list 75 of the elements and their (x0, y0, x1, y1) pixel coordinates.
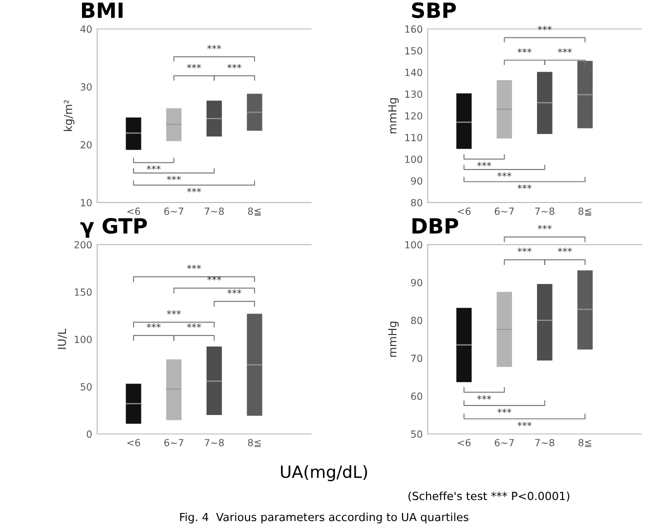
x-tick-label: 8≦ (248, 208, 261, 216)
annotation: *** (518, 184, 532, 189)
annotation: *** (558, 248, 572, 252)
y-tick-label: 70 (411, 354, 422, 362)
y-tick-label: 50 (80, 383, 92, 390)
annotation: *** (166, 310, 181, 315)
annotation: *** (477, 395, 492, 400)
y-tick-label: 0 (86, 430, 92, 438)
x-tick-label: 7~8 (535, 208, 554, 215)
annotation: *** (227, 64, 242, 68)
annotation: *** (518, 422, 532, 426)
caption: Fig. 4 Various parameters according to UA quartiles (180, 512, 468, 524)
y-tick-label: 10 (81, 198, 92, 206)
y-tick-label: 50 (411, 430, 422, 438)
y-tick-label: 100 (405, 156, 422, 163)
annotation: *** (187, 323, 202, 328)
annotation: *** (497, 408, 512, 413)
x-tick-label: 8≦ (248, 438, 261, 448)
annotation: *** (207, 44, 222, 50)
y-tick-label: 80 (411, 316, 422, 324)
y-tick-label: 130 (405, 90, 422, 98)
annotation: *** (187, 264, 202, 270)
x-tick-label: 7~8 (204, 208, 224, 215)
annotation: *** (146, 165, 161, 170)
x-tick-label: 7~8 (204, 438, 224, 446)
y-tick-label: 20 (80, 141, 92, 148)
y-tick-label: 80 (411, 198, 422, 206)
annotation: *** (227, 289, 242, 294)
annotation: *** (166, 176, 181, 180)
annotation: *** (538, 26, 552, 30)
y-tick-label: 100 (74, 336, 92, 344)
y-tick-label: 150 (74, 288, 92, 296)
y-tick-label: 90 (411, 278, 422, 286)
x-tick-label: 7~8 (535, 438, 554, 446)
annotation: *** (187, 188, 202, 192)
text: (Scheffe's test *** P<0.0001) (408, 492, 570, 502)
y-tick-label: 30 (80, 83, 92, 91)
x-tick-label: 6~7 (494, 208, 514, 215)
y-axis-title: IU/L (58, 328, 67, 349)
y-tick-label: 90 (411, 177, 422, 185)
annotation: *** (497, 172, 512, 177)
y-tick-label: 140 (405, 68, 422, 76)
x-tick-label: <6 (458, 208, 471, 215)
y-axis-title: kg/m² (64, 100, 74, 131)
chart-title: BMI (82, 2, 123, 18)
y-tick-label: 200 (74, 241, 92, 248)
y-axis-title: mmHg (388, 98, 399, 134)
text: *** (538, 224, 552, 230)
annotation: *** (518, 48, 532, 53)
annotation: *** (207, 276, 222, 280)
annotation: *** (558, 48, 572, 53)
y-tick-label: 40 (80, 25, 92, 33)
x-tick-label: 6~7 (164, 208, 184, 215)
x-tick-label: 6~7 (164, 438, 184, 446)
y-tick-label: 160 (405, 25, 422, 33)
chart-title: DBP (412, 218, 458, 234)
y-axis-title: mmHg (388, 322, 399, 357)
annotation: *** (187, 64, 202, 68)
y-tick-label: 120 (405, 112, 422, 120)
x-tick-label: <6 (127, 438, 140, 446)
y-tick-label: 100 (405, 241, 422, 248)
chart-title: γ GTP (80, 218, 147, 238)
x-tick-label: 6~7 (494, 438, 514, 446)
annotation: *** (518, 248, 532, 252)
x-tick-label: 8≦ (578, 438, 592, 448)
annotation: *** (477, 162, 492, 166)
chart-title: SBP (412, 2, 456, 18)
y-tick-label: 60 (411, 392, 422, 400)
text: UA(mg/dL) (280, 465, 368, 482)
y-tick-label: 150 (405, 47, 422, 54)
y-tick-label: 110 (405, 134, 422, 142)
x-tick-label: <6 (458, 438, 471, 446)
x-tick-label: <6 (127, 208, 140, 215)
annotation: *** (146, 323, 161, 328)
x-tick-label: 8≦ (578, 208, 592, 216)
